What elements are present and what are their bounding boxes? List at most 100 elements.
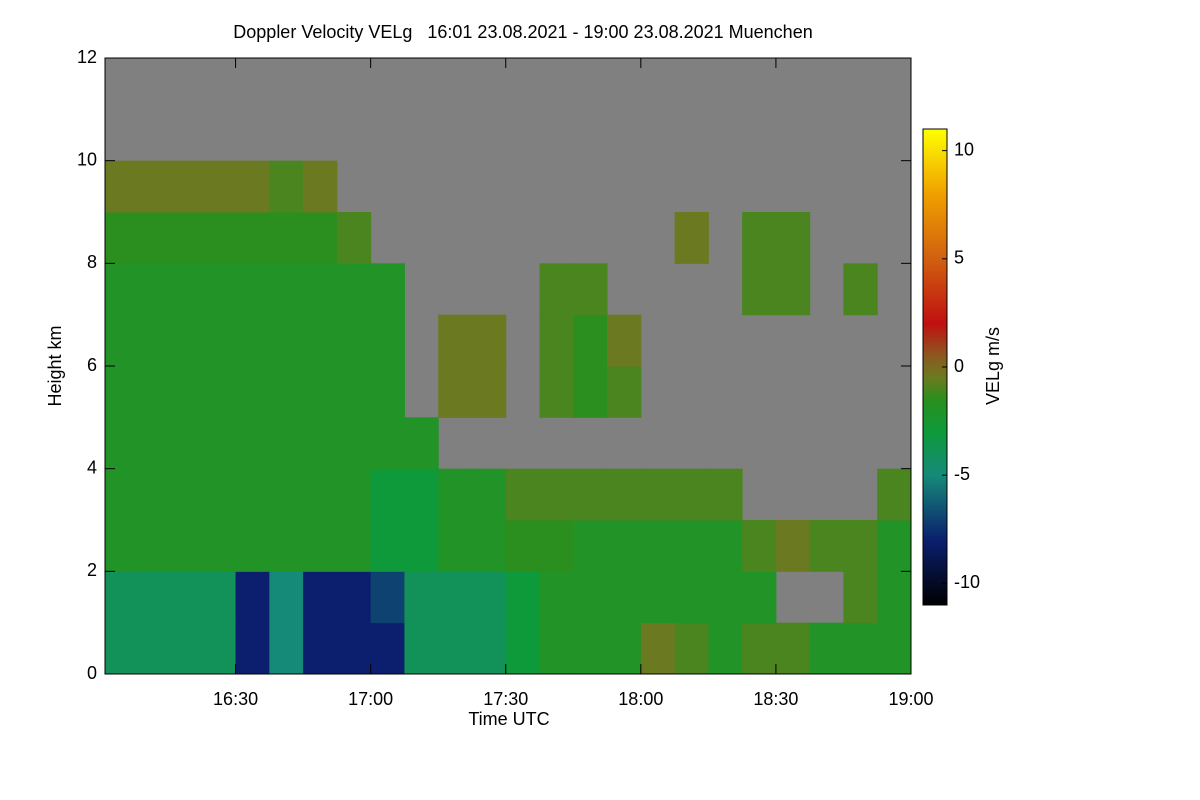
heatmap-cell [539,468,574,521]
heatmap-cell [105,468,135,521]
heatmap-cell [201,366,237,418]
heatmap-cell [235,366,270,418]
heatmap-cell [708,468,743,521]
heatmap-cell [303,212,338,264]
heatmap-cell [471,520,507,572]
heatmap-cell [775,212,811,264]
heatmap-cell [303,314,338,367]
heatmap-cell [105,366,135,418]
x-tick-label: 18:00 [618,689,663,709]
heatmap-cell [640,571,676,624]
heatmap-cell [607,622,642,674]
heatmap-cell [843,520,878,572]
heatmap-cell [607,314,642,367]
heatmap-cell [607,571,642,624]
heatmap-cell [168,468,203,521]
heatmap-cell [573,622,608,674]
heatmap-cell [775,263,811,316]
heatmap-cell [505,622,541,674]
y-tick-label: 6 [87,355,97,375]
colorbar-tick-label: -10 [954,572,980,592]
heatmap-cell [438,622,473,674]
heatmap-cell [404,520,439,572]
heatmap-cell [471,622,507,674]
heatmap-cell [539,314,574,367]
heatmap-cell [742,622,777,674]
heatmap-cell [105,520,135,572]
heatmap-cell [471,571,507,624]
y-tick-label: 2 [87,560,97,580]
heatmap-cell [607,520,642,572]
heatmap-cell [370,263,405,316]
heatmap-cell [235,622,270,674]
heatmap-cell [105,212,135,264]
heatmap-cell [404,468,439,521]
heatmap-cell [269,366,304,418]
heatmap-cell [674,520,709,572]
heatmap-cell [168,571,203,624]
heatmap-cell [168,622,203,674]
heatmap-cell [843,571,878,624]
heatmap-cell [303,468,338,521]
heatmap-cell [370,571,405,624]
heatmap-cell [303,263,338,316]
heatmap-cell [134,417,169,470]
heatmap-cell [235,520,270,572]
heatmap-cell [573,468,608,521]
heatmap-cell [404,417,439,470]
heatmap-cell [607,468,642,521]
heatmap-cell [539,571,574,624]
chart-title: Doppler Velocity VELg 16:01 23.08.2021 -… [233,22,812,42]
heatmap-cell [235,263,270,316]
heatmap-cell [742,571,777,624]
heatmap-cell [269,160,304,213]
heatmap-cell [471,468,507,521]
colorbar-label: VELg m/s [983,327,1003,405]
heatmap-cell [201,314,237,367]
y-tick-label: 0 [87,663,97,683]
heatmap-cell [877,520,911,572]
heatmap-cell [539,263,574,316]
heatmap-cell [370,622,405,674]
heatmap-cell [134,212,169,264]
x-tick-label: 17:30 [483,689,528,709]
colorbar-tick-label: 10 [954,139,974,159]
heatmap-cell [877,571,911,624]
heatmap-cell [573,263,608,316]
heatmap-cell [505,571,541,624]
heatmap-cell [877,622,911,674]
heatmap-cell [640,468,676,521]
heatmap-cell [303,366,338,418]
heatmap-cell [539,366,574,418]
heatmap-cell [573,520,608,572]
heatmap-cell [573,314,608,367]
heatmap-cell [134,263,169,316]
heatmap-cell [708,622,743,674]
x-tick-label: 16:30 [213,689,258,709]
heatmap-cell [438,468,473,521]
heatmap-cell [573,571,608,624]
heatmap-cell [303,571,338,624]
heatmap-cell [105,160,135,213]
heatmap-cell [336,468,372,521]
colorbar-tick-label: 0 [954,356,964,376]
heatmap-cell [438,366,473,418]
heatmap-cell [336,417,372,470]
heatmap-cell [235,314,270,367]
heatmap-cell [168,417,203,470]
heatmap-cell [269,263,304,316]
heatmap-cell [269,314,304,367]
heatmap-cell [201,571,237,624]
heatmap-cell [539,520,574,572]
heatmap-cell [235,212,270,264]
heatmap-cell [336,263,372,316]
heatmap-cell [303,160,338,213]
x-tick-label: 19:00 [888,689,933,709]
heatmap-cell [235,571,270,624]
x-tick-label: 17:00 [348,689,393,709]
heatmap-cell [269,622,304,674]
heatmap-cell [105,263,135,316]
heatmap-cell [303,622,338,674]
heatmap-cell [168,160,203,213]
